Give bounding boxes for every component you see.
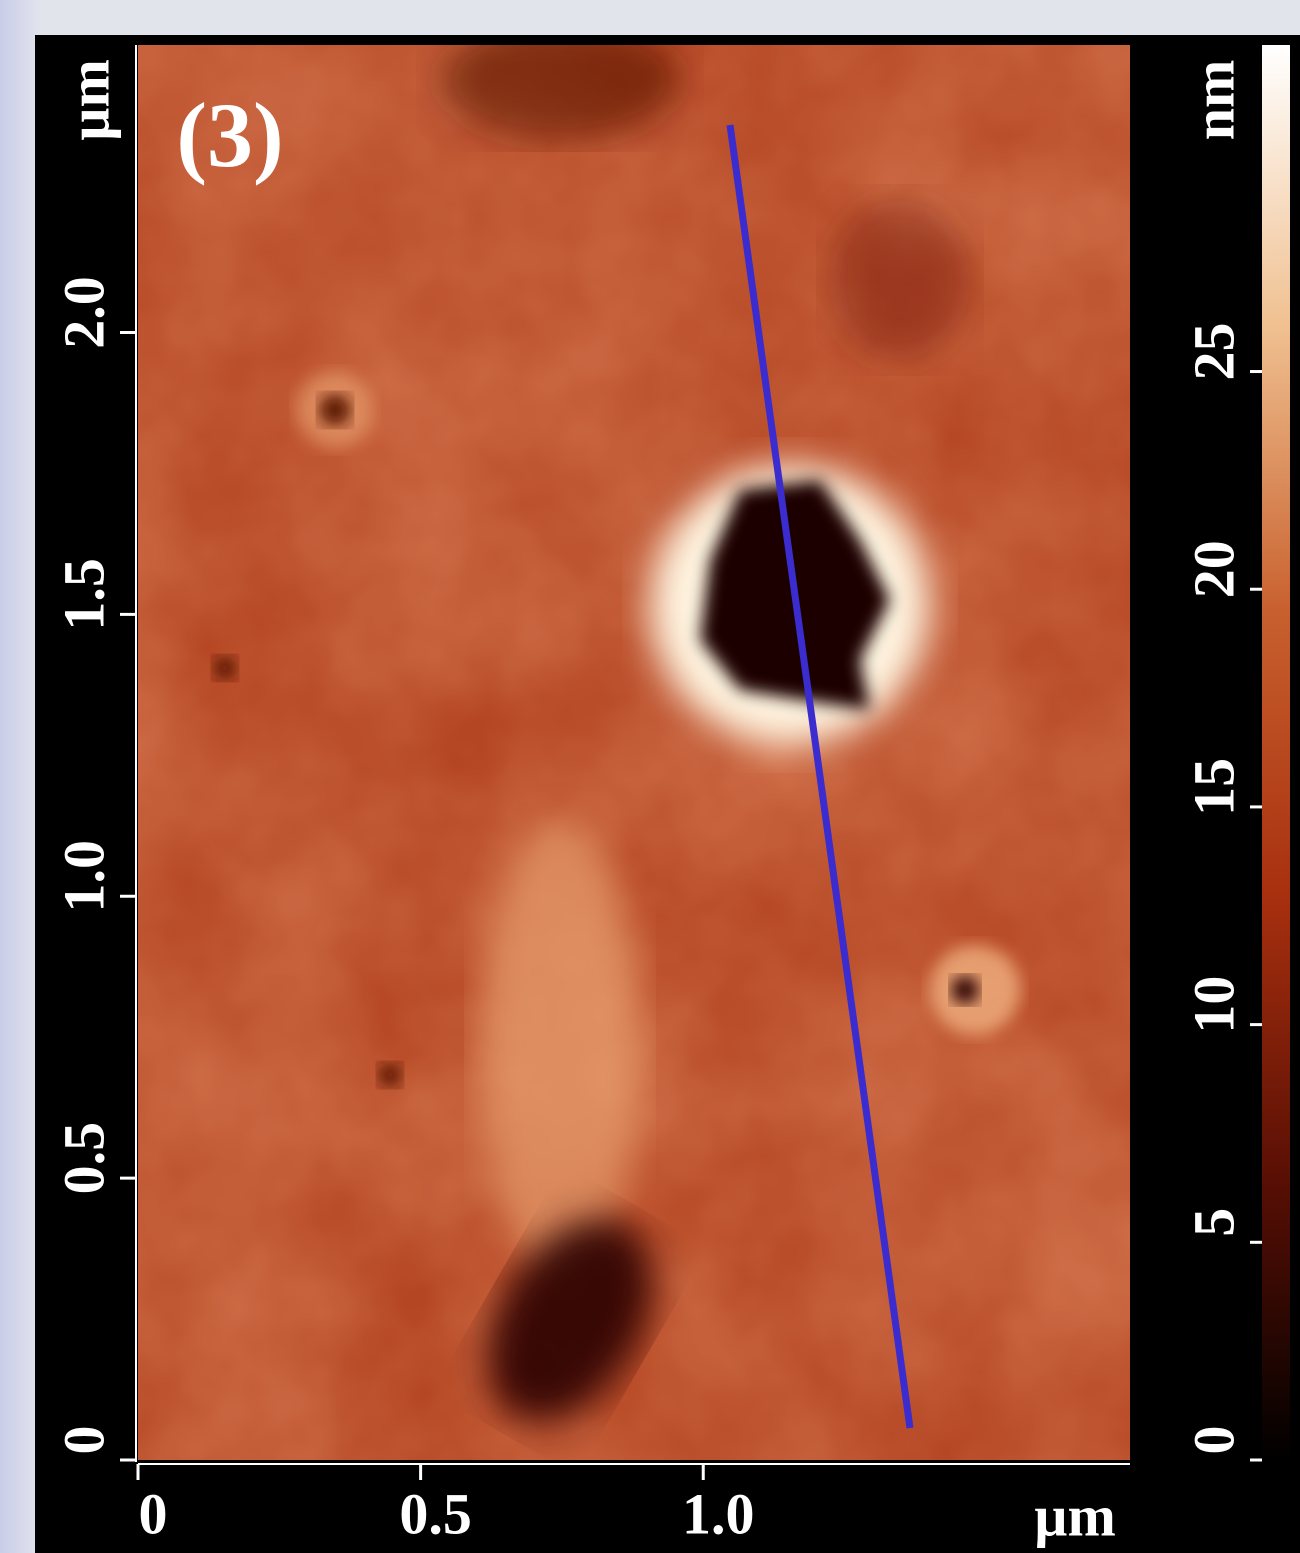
y-tick-label: 1.0 [51,840,116,913]
colorbar [1262,45,1290,1460]
x-unit: µm [1034,1483,1116,1548]
z-unit: nm [1181,60,1246,141]
y-tick-label: 2.0 [51,276,116,349]
chart: (3) µm µm nm 0 0.5 1.0 0 0.5 1.0 1.5 2.0 0 5 10 15 2… [0,0,1300,1553]
z-tick-label: 10 [1181,976,1246,1034]
x-tick-label: 1.0 [682,1481,755,1546]
panel-label: (3) [176,84,283,186]
y-unit: µm [56,59,121,141]
y-tick-label: 0 [51,1426,116,1455]
z-tick-label: 20 [1181,540,1246,598]
x-tick-label: 0.5 [399,1481,472,1546]
z-tick-label: 25 [1181,323,1246,381]
z-tick-label: 5 [1181,1208,1246,1237]
z-tick-label: 0 [1181,1426,1246,1455]
x-tick-label: 0 [139,1481,168,1546]
y-tick-label: 0.5 [51,1122,116,1195]
page: (3) µm µm nm 0 0.5 1.0 0 0.5 1.0 1.5 2.0 0 5 10 15 2… [0,0,1300,1553]
y-tick-label: 1.5 [51,558,116,631]
z-tick-label: 15 [1181,758,1246,816]
afm-image [138,20,1130,1460]
